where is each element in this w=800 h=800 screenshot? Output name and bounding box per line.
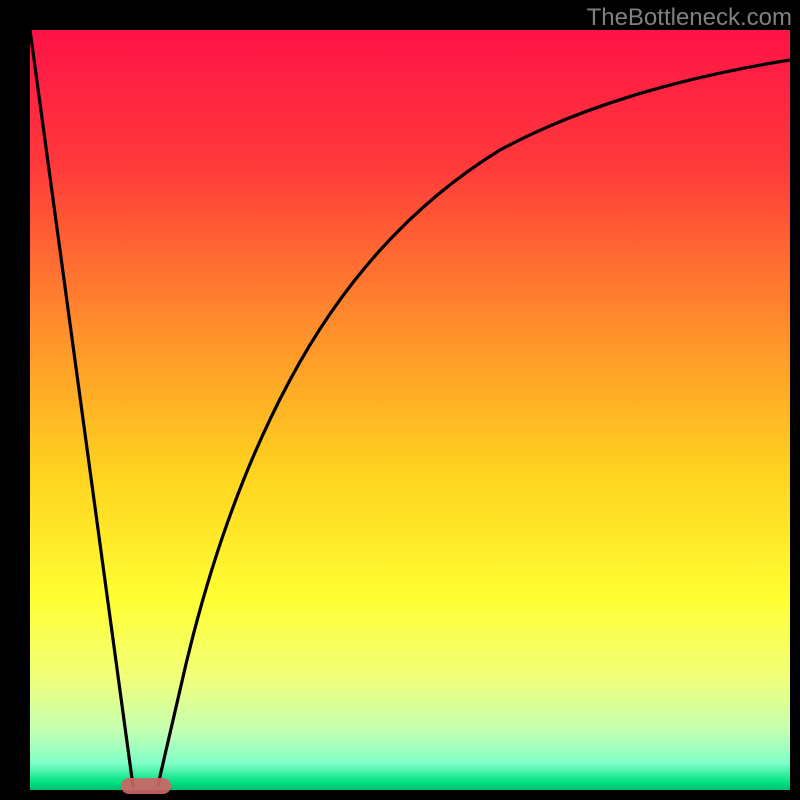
chart-frame: TheBottleneck.com xyxy=(0,0,800,800)
watermark-text: TheBottleneck.com xyxy=(587,4,792,32)
optimal-marker xyxy=(121,778,171,794)
background-gradient xyxy=(30,30,790,790)
plot-area xyxy=(30,30,790,790)
